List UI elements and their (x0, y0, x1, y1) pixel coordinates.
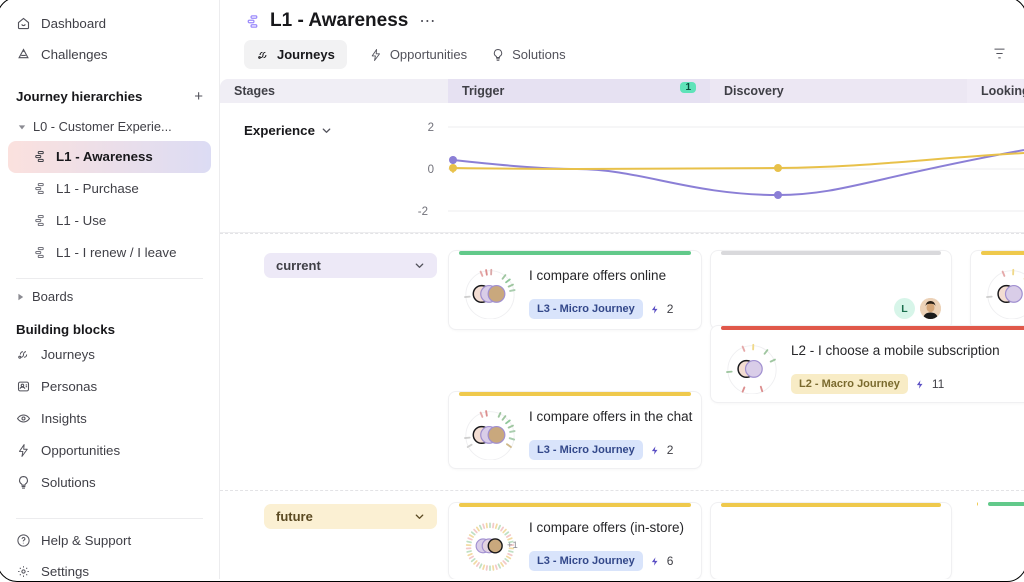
svg-text:-2: -2 (418, 206, 428, 218)
svg-text:0: 0 (428, 164, 434, 176)
svg-text:2: 2 (428, 122, 434, 134)
